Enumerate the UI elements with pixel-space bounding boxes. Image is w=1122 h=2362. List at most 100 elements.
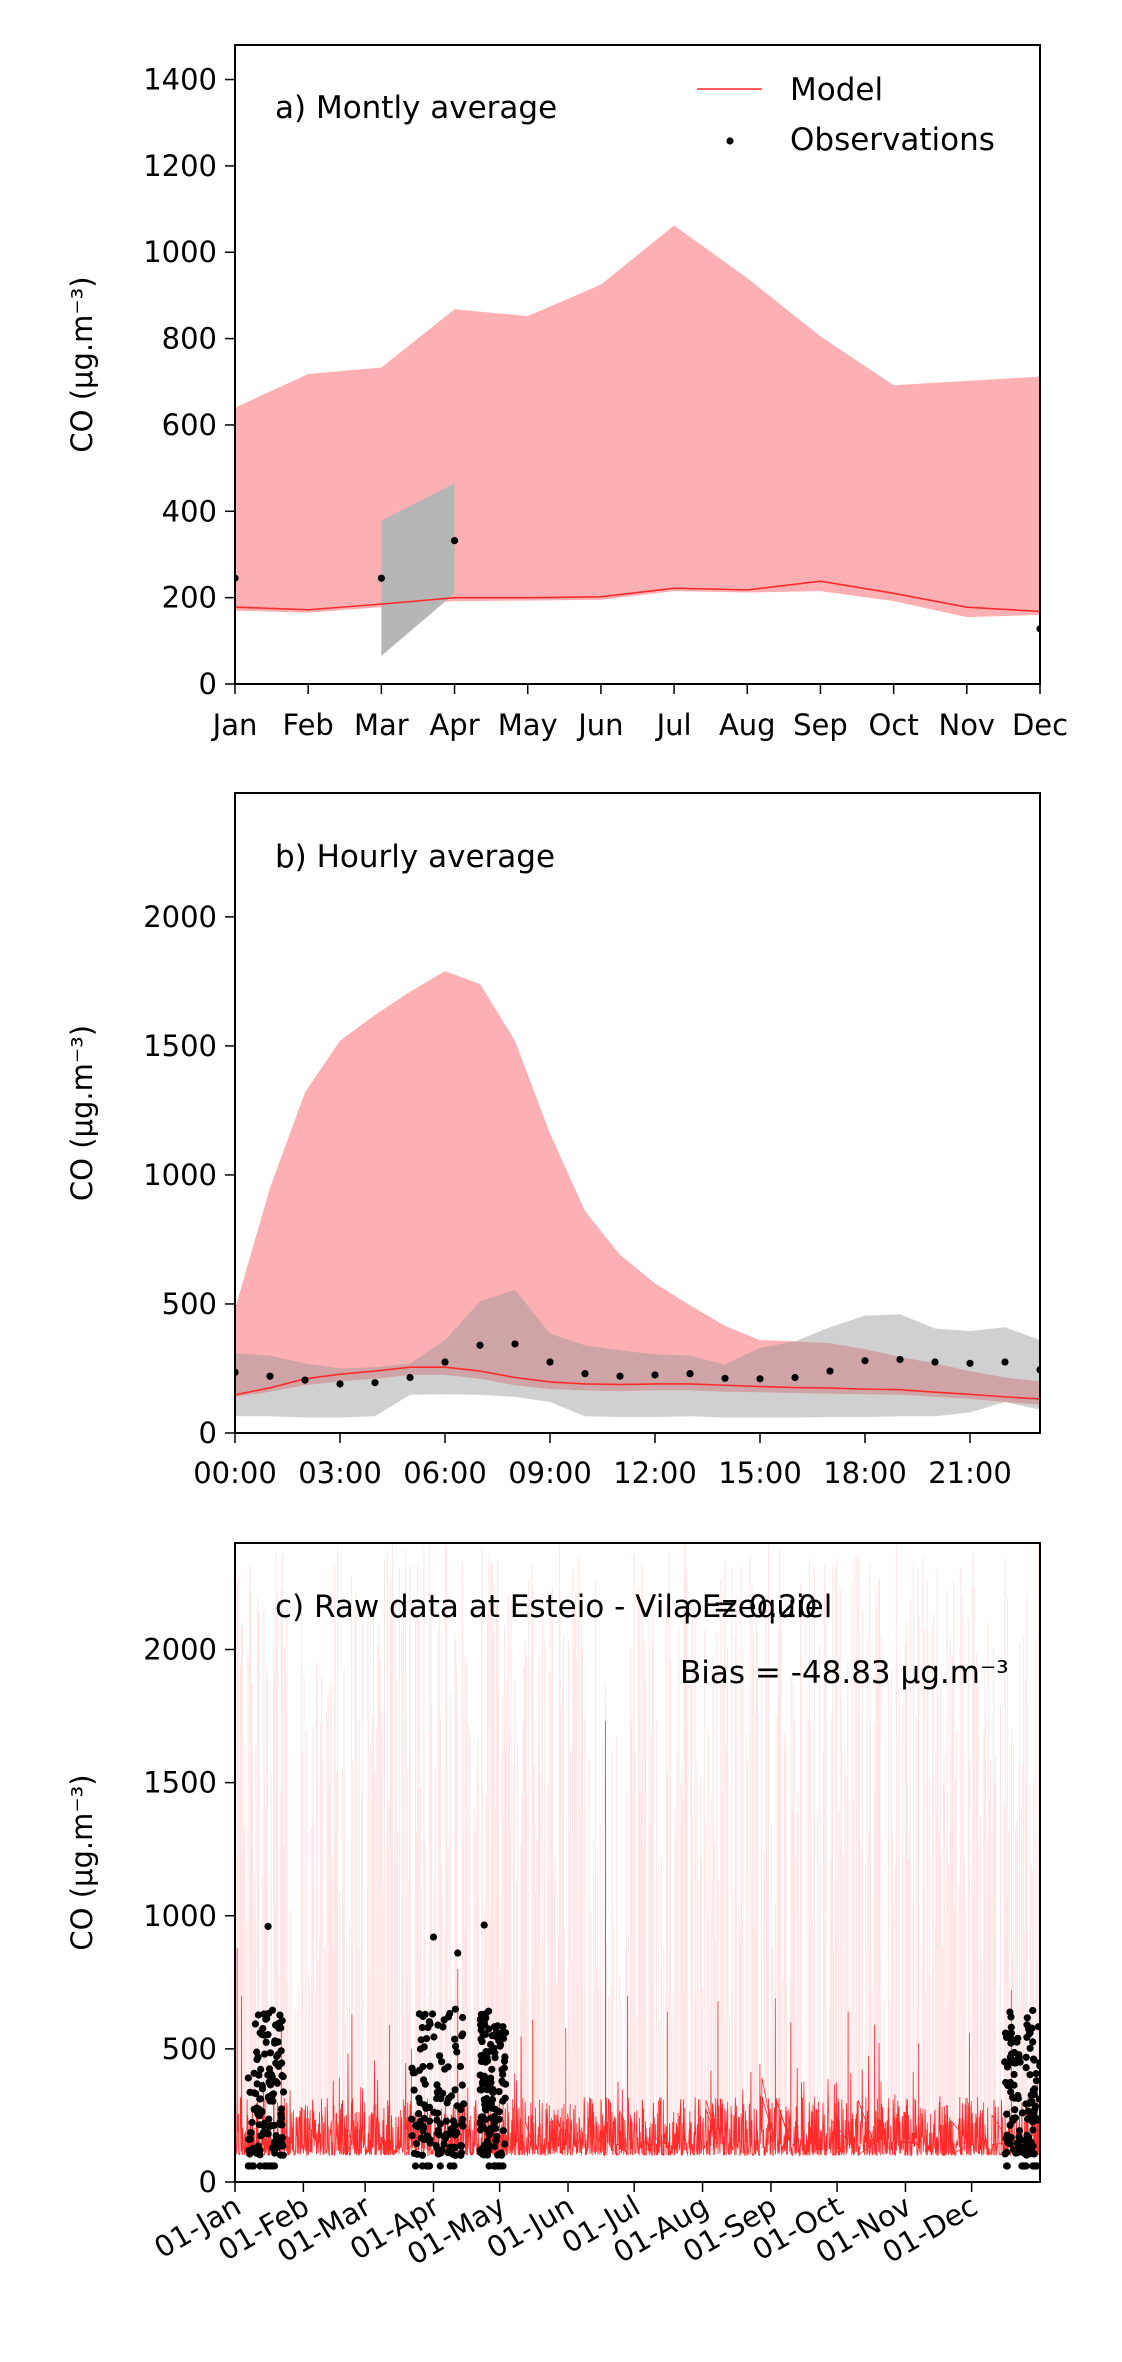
- observation-point: [479, 2123, 487, 2131]
- observation-point: [478, 2144, 486, 2153]
- observation-point: [826, 1367, 834, 1375]
- observation-point: [277, 2110, 285, 2118]
- observation-point: [495, 2088, 503, 2096]
- observation-point: [484, 2057, 492, 2065]
- x-tick-label: Oct: [869, 708, 919, 742]
- plot-frame: [234, 1542, 1041, 2183]
- observation-point: [1018, 2109, 1026, 2117]
- observation-point: [1003, 2110, 1011, 2118]
- x-tick-label: 18:00: [823, 1456, 907, 1490]
- observation-point: [1023, 2138, 1031, 2146]
- observation-point: [1023, 2131, 1031, 2139]
- observation-point: [500, 2064, 508, 2072]
- y-tick-label: 200: [162, 581, 217, 615]
- observation-point: [511, 1340, 519, 1348]
- observation-point: [499, 2127, 507, 2135]
- bias-label: Bias = -48.83 μg.m⁻³: [680, 1655, 1009, 1691]
- observation-point: [250, 2089, 258, 2097]
- x-tick-label: 09:00: [508, 1456, 592, 1490]
- observation-point: [491, 2054, 499, 2062]
- observation-point: [1015, 2051, 1023, 2059]
- observation-point: [483, 2086, 491, 2094]
- x-tick-label: Apr: [429, 708, 479, 742]
- observation-point: [408, 2115, 416, 2123]
- observation-point: [256, 2095, 264, 2103]
- observation-point: [476, 2071, 484, 2079]
- observation-point: [278, 2139, 286, 2147]
- observation-point: [269, 2097, 277, 2105]
- observation-point: [1006, 2140, 1014, 2148]
- observations-band: [235, 1289, 1040, 1418]
- observation-point: [279, 2151, 287, 2159]
- observation-point: [479, 2077, 487, 2085]
- observation-point: [1033, 2116, 1040, 2124]
- panel-title: c) Raw data at Esteio - Vila Ezequiel: [275, 1589, 832, 1625]
- observation-point: [415, 2110, 423, 2118]
- observation-point: [408, 2132, 416, 2140]
- observation-point: [501, 2140, 509, 2148]
- observation-point: [1022, 2053, 1030, 2061]
- observation-point: [428, 2010, 437, 2018]
- observation-point: [1013, 2038, 1021, 2046]
- observation-point: [1015, 2127, 1024, 2135]
- observation-point: [450, 2162, 458, 2170]
- observation-point: [492, 2033, 500, 2041]
- observation-point: [429, 1933, 438, 1941]
- observation-point: [251, 2020, 259, 2028]
- observation-point: [491, 2142, 499, 2150]
- observation-point: [546, 1358, 554, 1366]
- observation-point: [246, 2135, 254, 2143]
- observation-point: [417, 2134, 425, 2142]
- legend-observations-label: Observations: [790, 122, 995, 158]
- observation-point: [480, 1921, 488, 1929]
- observation-point: [426, 2062, 434, 2070]
- observation-point: [418, 2151, 426, 2159]
- observation-point: [459, 2030, 467, 2038]
- observation-point: [476, 2015, 484, 2023]
- observation-point: [410, 2149, 418, 2158]
- observation-point: [426, 2103, 434, 2111]
- x-tick-label: Sep: [793, 708, 848, 742]
- observation-point: [494, 2151, 502, 2159]
- y-tick-label: 0: [199, 2165, 217, 2199]
- observation-point: [414, 2123, 422, 2131]
- observation-point: [1009, 2114, 1017, 2123]
- band-overlap: [381, 483, 455, 656]
- observation-point: [265, 2115, 273, 2123]
- legend-model-label: Model: [790, 72, 883, 108]
- observation-point: [268, 2144, 277, 2152]
- observation-point: [272, 2059, 280, 2067]
- observation-point: [277, 2047, 285, 2055]
- y-tick-label: 400: [162, 494, 217, 528]
- observation-point: [336, 1380, 344, 1388]
- observation-point: [301, 1376, 309, 1384]
- y-tick-label: 1000: [143, 1158, 217, 1192]
- observation-point: [1001, 1358, 1009, 1366]
- x-tick-label: Mar: [354, 708, 409, 742]
- observation-point: [257, 2065, 265, 2073]
- observation-point: [499, 2023, 507, 2031]
- observation-point: [861, 1357, 869, 1365]
- observation-point: [425, 2162, 433, 2170]
- model-line: [235, 1366, 1040, 1400]
- y-tick-label: 0: [199, 1416, 217, 1450]
- observation-point: [258, 2108, 266, 2116]
- observation-point: [406, 1373, 414, 1382]
- x-tick-label: 15:00: [718, 1456, 802, 1490]
- observation-point: [1032, 2070, 1040, 2078]
- observation-point: [459, 2115, 467, 2123]
- observation-point: [264, 2071, 272, 2079]
- y-tick-label: 1400: [143, 63, 217, 97]
- observation-point: [416, 2045, 425, 2053]
- plot-frame: [234, 792, 1041, 1434]
- observation-point: [476, 2086, 484, 2094]
- observation-point: [477, 2052, 485, 2060]
- observation-point: [458, 2081, 466, 2089]
- x-tick-label: Nov: [939, 708, 996, 742]
- observation-point: [1031, 2085, 1039, 2093]
- y-tick-label: 500: [162, 1287, 217, 1321]
- y-tick-label: 1200: [143, 149, 217, 183]
- observation-point: [1022, 2162, 1030, 2170]
- observation-point: [686, 1370, 694, 1378]
